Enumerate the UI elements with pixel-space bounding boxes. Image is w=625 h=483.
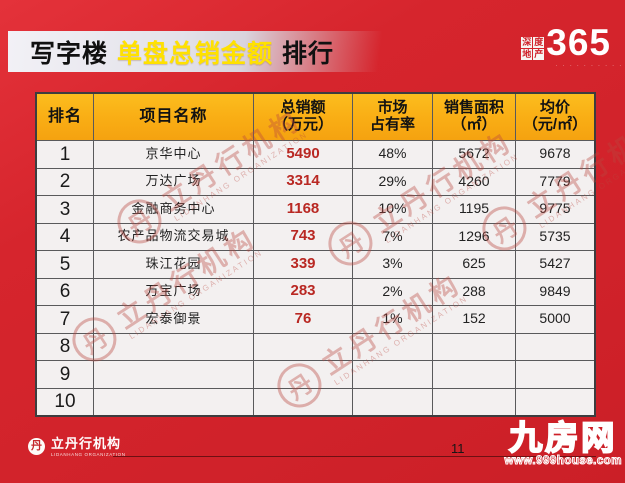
total-sales-cell: 743: [254, 223, 352, 250]
rank-cell: 8: [37, 333, 93, 360]
brand-char: 度: [533, 37, 545, 48]
market-share-cell: 7%: [353, 223, 432, 250]
avg-price-cell: 5427: [516, 251, 594, 278]
project-name-cell: 京华中心: [94, 141, 253, 168]
total-sales-cell: 339: [254, 251, 352, 278]
market-share-cell: 29%: [353, 168, 432, 195]
project-name-cell: 宏泰御景: [94, 306, 253, 333]
page-title-segment: 排行: [282, 39, 335, 68]
project-name-cell: 珠江花园: [94, 251, 253, 278]
project-name-cell: 万宝广场: [94, 278, 253, 305]
title-banner: 写字楼 单盘总销金额 排行: [8, 31, 460, 72]
sales-area-cell: 625: [433, 251, 515, 278]
total-sales-cell: 3314: [254, 168, 352, 195]
header-project-name: 项目名称: [94, 94, 253, 140]
avg-price-cell: [516, 388, 594, 415]
avg-price-cell: [516, 361, 594, 388]
brand-char: 产: [533, 49, 545, 60]
rank-cell: 5: [37, 251, 93, 278]
total-sales-cell: 5490: [254, 141, 352, 168]
rank-cell: 2: [37, 168, 93, 195]
brand-365-logo: 深 度 地 产 365: [521, 23, 611, 63]
footer-divider: [113, 456, 596, 457]
rank-cell: 3: [37, 196, 93, 223]
header-market-share: 市场 占有率: [353, 94, 432, 140]
page-title-highlight: 单盘总销金额: [117, 39, 274, 68]
market-share-cell: 2%: [353, 278, 432, 305]
avg-price-cell: [516, 333, 594, 360]
total-sales-cell: [254, 361, 352, 388]
organization-subtitle: LIDANHANG ORGANIZATION: [51, 451, 126, 457]
project-name-cell: 万达广场: [94, 168, 253, 195]
page-number: 11: [451, 441, 465, 456]
avg-price-cell: 7779: [516, 168, 594, 195]
rank-cell: 1: [37, 141, 93, 168]
header-sales-area: 销售面积 （㎡）: [433, 94, 515, 140]
total-sales-cell: [254, 333, 352, 360]
market-share-cell: 3%: [353, 251, 432, 278]
market-share-cell: [353, 333, 432, 360]
brand-number: 365: [546, 22, 611, 63]
sales-area-cell: [433, 388, 515, 415]
header-avg-price: 均价 （元/㎡）: [516, 94, 594, 140]
total-sales-cell: 283: [254, 278, 352, 305]
avg-price-cell: 9678: [516, 141, 594, 168]
brand-tagline: · · · · · · · · · ·: [555, 63, 623, 69]
header-rank: 排名: [37, 94, 93, 140]
project-name-cell: [94, 361, 253, 388]
organization-name: 立丹行机构: [51, 436, 122, 451]
sales-area-cell: 1195: [433, 196, 515, 223]
total-sales-cell: [254, 388, 352, 415]
market-share-cell: 10%: [353, 196, 432, 223]
sales-area-cell: 1296: [433, 223, 515, 250]
site-watermark: 九房网 www.999house.com: [504, 419, 622, 468]
site-watermark-name: 九房网: [508, 419, 618, 457]
avg-price-cell: 5735: [516, 223, 594, 250]
avg-price-cell: 9775: [516, 196, 594, 223]
ranking-table: 排名 项目名称 总销额 （万元） 市场 占有率 销售面积 （㎡） 均价 （元/㎡） 1 …: [35, 92, 596, 417]
market-share-cell: [353, 361, 432, 388]
total-sales-cell: 1168: [254, 196, 352, 223]
brand-characters: 深 度 地 产: [521, 37, 545, 60]
rank-cell: 6: [37, 278, 93, 305]
site-watermark-url: www.999house.com: [504, 455, 622, 468]
project-name-cell: 农产品物流交易城: [94, 223, 253, 250]
market-share-cell: 48%: [353, 141, 432, 168]
sales-area-cell: 4260: [433, 168, 515, 195]
total-sales-cell: 76: [254, 306, 352, 333]
rank-cell: 10: [37, 388, 93, 415]
project-name-cell: 金融商务中心: [94, 196, 253, 223]
project-name-cell: [94, 388, 253, 415]
sales-area-cell: [433, 361, 515, 388]
project-name-cell: [94, 333, 253, 360]
page-title-segment: 写字楼: [30, 39, 109, 68]
rank-cell: 4: [37, 223, 93, 250]
avg-price-cell: 5000: [516, 306, 594, 333]
sales-area-cell: [433, 333, 515, 360]
organization-logo-icon: 丹: [28, 438, 45, 456]
sales-area-cell: 288: [433, 278, 515, 305]
sales-area-cell: 5672: [433, 141, 515, 168]
sales-area-cell: 152: [433, 306, 515, 333]
brand-char: 地: [521, 49, 533, 60]
avg-price-cell: 9849: [516, 278, 594, 305]
market-share-cell: 1%: [353, 306, 432, 333]
header-total-sales: 总销额 （万元）: [254, 94, 352, 140]
rank-cell: 9: [37, 361, 93, 388]
market-share-cell: [353, 388, 432, 415]
footer-organization-logo: 丹 立丹行机构 LIDANHANG ORGANIZATION: [28, 437, 126, 457]
rank-cell: 7: [37, 306, 93, 333]
brand-char: 深: [521, 37, 533, 48]
